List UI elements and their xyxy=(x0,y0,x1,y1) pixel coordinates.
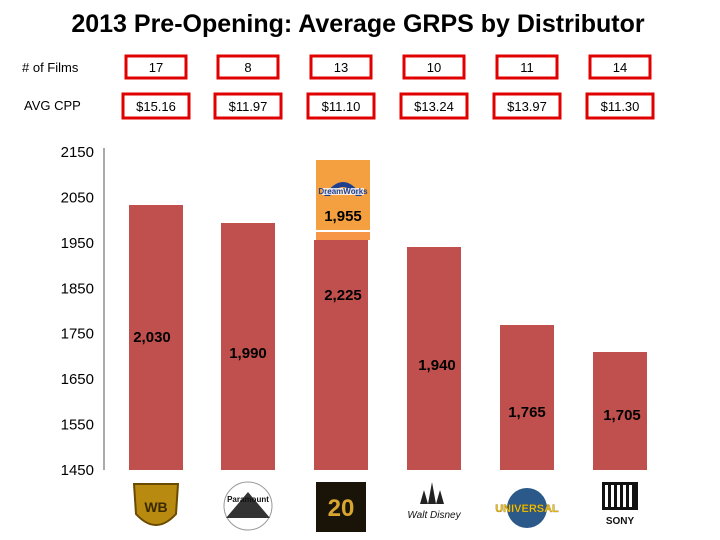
films-count-box xyxy=(495,54,559,80)
universal-logo-text: UNIVERSAL xyxy=(495,503,559,515)
films-count-box xyxy=(588,54,652,80)
bar xyxy=(221,223,275,470)
cpp-value-box xyxy=(213,92,283,120)
walt-disney-logo-text: Walt Disney xyxy=(407,510,461,521)
warner-bros-logo-icon xyxy=(132,483,180,526)
walt-disney-pictures-logo-icon xyxy=(420,482,448,504)
distributor-logos: WB Paramount 20 Walt Disney UNIVERSAL SONY xyxy=(132,481,638,532)
y-tick-label: 1950 xyxy=(61,235,94,252)
bar xyxy=(129,205,183,470)
cpp-value: $11.97 xyxy=(229,99,268,114)
bar xyxy=(407,247,461,470)
films-count-value: 10 xyxy=(427,60,441,75)
cpp-value-box xyxy=(585,92,655,120)
cpp-value: $11.30 xyxy=(601,99,640,114)
universal-logo-icon xyxy=(507,488,547,528)
bar xyxy=(500,325,554,470)
dreamworks-moon-icon xyxy=(324,182,362,196)
y-axis: 2150 2050 1950 1850 1750 1650 1550 1450 xyxy=(61,144,105,479)
films-count-value: 14 xyxy=(613,60,627,75)
bar-data-label: 1,765 xyxy=(508,404,546,421)
y-tick-label: 2150 xyxy=(61,144,94,161)
cpp-value-box xyxy=(121,92,191,120)
20th-century-fox-logo-icon xyxy=(316,482,366,532)
cpp-value-box xyxy=(399,92,469,120)
y-tick-label: 1450 xyxy=(61,462,94,479)
bar-data-label: 1,990 xyxy=(229,345,267,362)
films-count-box xyxy=(402,54,466,80)
films-count-value: 8 xyxy=(244,60,251,75)
dreamworks-wordmark-band xyxy=(322,188,364,195)
20th-century-fox-logo-text: 20 xyxy=(328,495,355,522)
bar-data-label: 2,225 xyxy=(324,287,362,304)
sony-logo-text: SONY xyxy=(606,516,635,527)
inset-bar-group: DreamWorks xyxy=(316,160,370,240)
dreamworks-wordmark: DreamWorks xyxy=(318,187,368,196)
inset-bar xyxy=(316,232,370,240)
films-count-box xyxy=(309,54,373,80)
films-count-value: 17 xyxy=(149,60,163,75)
bars xyxy=(129,205,647,470)
cpp-value-box xyxy=(492,92,562,120)
y-tick-label: 2050 xyxy=(61,189,94,206)
summary-boxes: 17 8 13 10 11 14 $15.16 $11.97 $11.10 $13.24 $13.9… xyxy=(121,54,655,120)
sony-stripe-icon xyxy=(629,485,632,507)
y-tick-label: 1850 xyxy=(61,280,94,297)
cpp-value-box xyxy=(306,92,376,120)
paramount-logo-text: Paramount xyxy=(227,495,269,504)
sony-stripe-icon xyxy=(623,485,626,507)
cpp-value: $13.97 xyxy=(507,99,547,114)
y-tick-label: 1550 xyxy=(61,417,94,434)
cpp-row-label: AVG CPP xyxy=(24,98,81,113)
warner-bros-logo-text: WB xyxy=(144,499,167,515)
bar-data-label: 2,030 xyxy=(133,329,171,346)
bar-data-label: 1,940 xyxy=(418,357,456,374)
sony-stripe-icon xyxy=(605,485,608,507)
sony-stripe-icon xyxy=(611,485,614,507)
paramount-mountain-icon xyxy=(226,492,270,518)
films-count-value: 13 xyxy=(334,60,348,75)
cpp-value: $11.10 xyxy=(322,99,361,114)
data-labels: 2,030 1,990 2,225 1,940 1,765 1,705 1,955 xyxy=(133,208,641,424)
films-row-label: # of Films xyxy=(22,60,79,75)
films-count-box xyxy=(216,54,280,80)
y-tick-label: 1650 xyxy=(61,371,94,388)
bar xyxy=(593,352,647,470)
films-count-box xyxy=(124,54,188,80)
cpp-value: $13.24 xyxy=(414,99,454,114)
sony-stripe-icon xyxy=(617,485,620,507)
bar-data-label: 1,705 xyxy=(603,407,641,424)
bar xyxy=(314,240,368,470)
y-tick-label: 1750 xyxy=(61,326,94,343)
chart-title: 2013 Pre-Opening: Average GRPS by Distri… xyxy=(71,10,645,38)
cpp-value: $15.16 xyxy=(136,99,176,114)
inset-data-label: 1,955 xyxy=(324,208,362,225)
films-count-value: 11 xyxy=(520,60,534,75)
